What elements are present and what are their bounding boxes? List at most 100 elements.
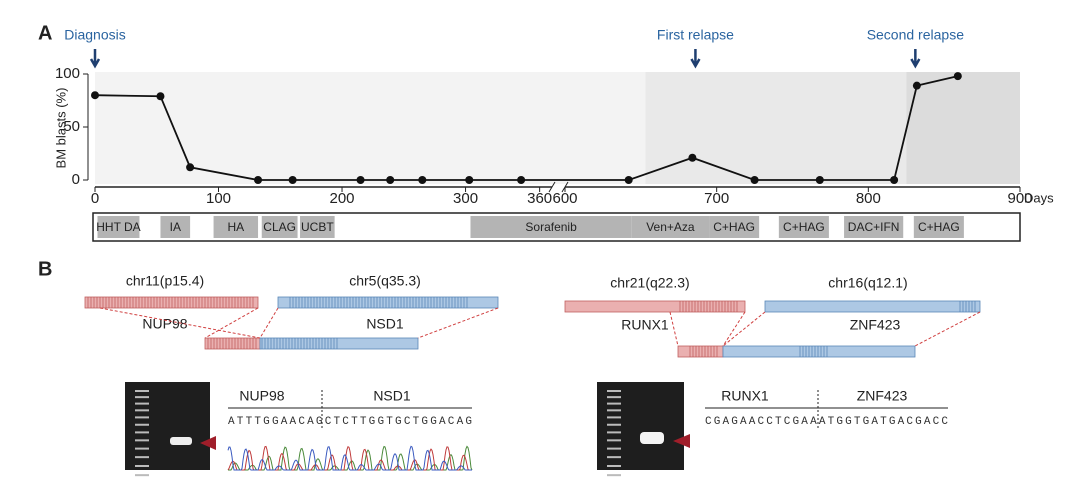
ladder-band: [135, 431, 149, 434]
data-point: [288, 176, 297, 184]
sequence: ATTTGGAACAGCTCTTGGTGCTGGACAG: [228, 416, 472, 428]
ladder-band: [607, 447, 621, 450]
treatment-label: IA: [170, 220, 181, 234]
treatment-box: [160, 216, 191, 238]
ladder-band: [607, 423, 621, 426]
treatment-box: [709, 216, 760, 238]
annotation-arrow: [910, 49, 921, 69]
x-tick-label: 900: [1007, 190, 1032, 207]
ladder-band: [607, 390, 621, 392]
ladder-band: [607, 409, 621, 412]
annotation: Second relapse: [867, 27, 965, 43]
data-point: [624, 176, 633, 184]
gene-label: NUP98: [142, 316, 187, 332]
shaded-region: [95, 72, 646, 184]
treatment-box: [213, 216, 259, 238]
gene-bar: [84, 296, 259, 309]
gene-label: NSD1: [366, 316, 404, 332]
gene-bar: [564, 300, 746, 313]
treatment-label: HHT DA: [96, 220, 140, 234]
sequence: CGAGAACCTCGAAATGGTGATGACGACC: [705, 416, 948, 428]
data-point: [465, 176, 474, 184]
fusion-bar: [677, 345, 724, 358]
fusion-guide: [669, 311, 981, 347]
annotation: Diagnosis: [64, 27, 125, 43]
ladder-band: [607, 416, 621, 419]
x-tick-label: 700: [704, 190, 729, 207]
gel-band: [170, 437, 192, 445]
y-tick-label: 50: [63, 118, 80, 135]
data-point: [517, 176, 526, 184]
junction-label: ZNF423: [857, 388, 908, 404]
treatment-box: [631, 216, 710, 238]
x-tick-label: 800: [856, 190, 881, 207]
junction-label: NSD1: [373, 388, 411, 404]
x-tick-label: 300: [453, 190, 478, 207]
data-point: [750, 176, 759, 184]
ladder-band: [607, 402, 621, 405]
ladder-band: [607, 439, 621, 442]
treatment-box: [261, 216, 298, 238]
chromatogram: [227, 445, 472, 471]
panel-b: B chr11(p15.4) chr5(q35.3) NUP98 NSD1 ch…: [38, 258, 981, 477]
data-point: [815, 176, 824, 184]
x-tick-label: 100: [206, 190, 231, 207]
data-point: [890, 176, 899, 184]
fusion-bar: [722, 345, 916, 358]
x-tick-label: 600: [552, 190, 577, 207]
annotation: First relapse: [657, 27, 734, 43]
treatment-label: CLAG: [263, 220, 296, 234]
data-point: [418, 176, 427, 184]
data-point: [386, 176, 395, 184]
ladder-band: [135, 396, 149, 399]
chromosome-label: chr21(q22.3): [610, 275, 689, 291]
ladder-band: [607, 465, 621, 467]
gene-label: ZNF423: [850, 317, 901, 333]
plot: 0 50 100 0 100 200 300 360 600 700 800 900 Diagnosis…: [55, 27, 1033, 242]
ladder-band: [135, 474, 149, 477]
gene-bar: [764, 300, 981, 313]
chromosome-label: chr5(q35.3): [349, 273, 421, 289]
gene-bar: [277, 296, 499, 309]
x-tick-label: 200: [330, 190, 355, 207]
ladder-band: [135, 416, 149, 419]
ladder-band: [135, 439, 149, 442]
band-arrow: [200, 436, 216, 450]
ladder-band: [135, 456, 149, 459]
fusion-bar: [259, 337, 419, 350]
panel-label: B: [38, 258, 52, 280]
treatment-box: [470, 216, 632, 238]
chromatogram: [227, 445, 472, 471]
x-tick-label: 0: [91, 190, 99, 207]
treatment-box: [300, 216, 335, 238]
y-axis-label: BM blasts (%): [53, 88, 68, 169]
treatment-label: UCBT: [301, 220, 334, 234]
gene-label: RUNX1: [621, 317, 669, 333]
shaded-region: [906, 72, 1020, 184]
x-axis-label: Days: [1024, 190, 1054, 205]
ladder-band: [607, 431, 621, 434]
data-point: [186, 163, 195, 172]
data-point: [254, 176, 263, 184]
treatment-label: C+HAG: [783, 220, 825, 234]
treatment-label: HA: [227, 220, 244, 234]
panel-label: A: [38, 22, 52, 44]
band-arrow: [673, 434, 690, 448]
gel-band: [640, 432, 664, 444]
ladder-band: [607, 474, 621, 477]
chromosome-label: chr16(q12.1): [828, 275, 907, 291]
ladder-band: [135, 465, 149, 467]
data-point: [953, 72, 962, 81]
data-point: [91, 91, 99, 100]
ladder-band: [135, 390, 149, 392]
data-point: [912, 81, 921, 90]
annotation-arrow: [690, 49, 701, 69]
treatment-label: Sorafenib: [525, 220, 577, 234]
ladder-band: [607, 456, 621, 459]
junction-label: NUP98: [239, 388, 284, 404]
ladder-band: [135, 423, 149, 426]
chromosome-label: chr11(p15.4): [126, 273, 204, 289]
shaded-region: [645, 72, 907, 184]
